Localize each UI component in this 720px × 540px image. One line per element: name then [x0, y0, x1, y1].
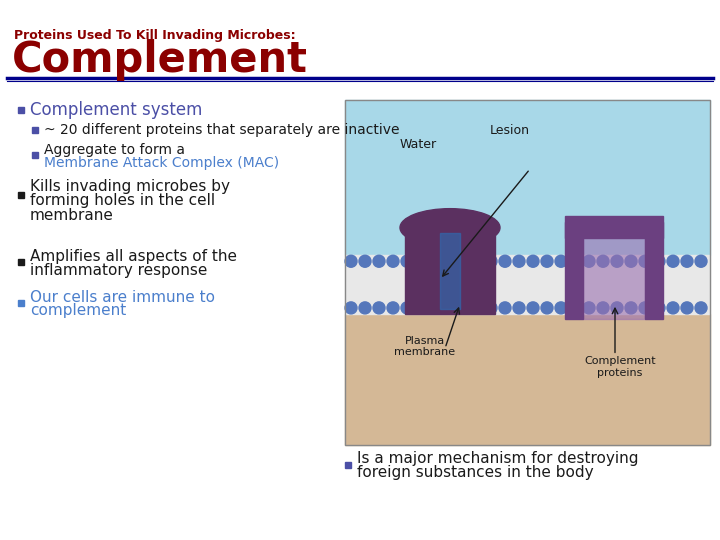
Text: Amplifies all aspects of the: Amplifies all aspects of the	[30, 248, 237, 264]
Bar	[32, 127, 38, 133]
Bar	[345, 314, 710, 445]
Circle shape	[541, 255, 553, 267]
Circle shape	[611, 255, 623, 267]
Circle shape	[499, 302, 511, 314]
Text: foreign substances in the body: foreign substances in the body	[357, 465, 593, 481]
Circle shape	[429, 302, 441, 314]
Circle shape	[653, 302, 665, 314]
Bar	[18, 192, 24, 198]
Circle shape	[359, 302, 371, 314]
Text: Complement system: Complement system	[30, 101, 202, 119]
Circle shape	[485, 302, 497, 314]
Circle shape	[401, 255, 413, 267]
Text: Membrane Attack Complex (MAC): Membrane Attack Complex (MAC)	[44, 156, 279, 170]
Circle shape	[639, 255, 651, 267]
Circle shape	[639, 302, 651, 314]
Circle shape	[569, 255, 581, 267]
Text: Complement: Complement	[12, 39, 308, 81]
Text: membrane: membrane	[30, 207, 114, 222]
Circle shape	[667, 302, 679, 314]
Circle shape	[345, 255, 357, 267]
Circle shape	[345, 302, 357, 314]
Circle shape	[387, 302, 399, 314]
Circle shape	[443, 302, 455, 314]
Circle shape	[695, 255, 707, 267]
Text: forming holes in the cell: forming holes in the cell	[30, 193, 215, 208]
Bar	[583, 222, 645, 319]
Circle shape	[387, 255, 399, 267]
Text: inflammatory response: inflammatory response	[30, 262, 207, 278]
Circle shape	[415, 255, 427, 267]
Bar	[345, 100, 710, 445]
Circle shape	[541, 302, 553, 314]
Circle shape	[485, 255, 497, 267]
Circle shape	[499, 255, 511, 267]
Circle shape	[597, 302, 609, 314]
Bar	[18, 259, 24, 265]
Text: Is a major mechanism for destroying: Is a major mechanism for destroying	[357, 451, 639, 467]
Circle shape	[625, 255, 637, 267]
Bar	[565, 216, 663, 238]
Text: Kills invading microbes by: Kills invading microbes by	[30, 179, 230, 194]
Circle shape	[583, 302, 595, 314]
Bar	[440, 233, 460, 309]
Circle shape	[555, 302, 567, 314]
Ellipse shape	[400, 208, 500, 247]
Bar	[345, 462, 351, 468]
Bar	[32, 152, 38, 158]
Text: complement: complement	[30, 303, 126, 319]
Circle shape	[667, 255, 679, 267]
Bar	[345, 100, 710, 255]
Bar	[565, 222, 583, 319]
Text: Aggregate to form a: Aggregate to form a	[44, 143, 189, 157]
Circle shape	[555, 255, 567, 267]
Circle shape	[359, 255, 371, 267]
Circle shape	[611, 302, 623, 314]
Circle shape	[513, 302, 525, 314]
Circle shape	[583, 255, 595, 267]
Circle shape	[401, 302, 413, 314]
Bar	[345, 255, 710, 314]
Circle shape	[681, 302, 693, 314]
Circle shape	[513, 255, 525, 267]
Circle shape	[443, 255, 455, 267]
Circle shape	[429, 255, 441, 267]
Bar	[405, 228, 495, 314]
Circle shape	[527, 255, 539, 267]
Text: Lesion: Lesion	[490, 125, 530, 138]
Circle shape	[457, 255, 469, 267]
Circle shape	[695, 302, 707, 314]
Bar	[18, 300, 24, 306]
Circle shape	[625, 302, 637, 314]
Circle shape	[527, 302, 539, 314]
Circle shape	[681, 255, 693, 267]
Circle shape	[457, 302, 469, 314]
Bar	[18, 107, 24, 113]
Circle shape	[569, 302, 581, 314]
Text: Plasma
membrane: Plasma membrane	[395, 336, 456, 357]
Text: Water: Water	[400, 138, 437, 151]
Circle shape	[471, 302, 483, 314]
Circle shape	[373, 302, 385, 314]
Bar	[645, 222, 663, 319]
Text: ~ 20 different proteins that separately are inactive: ~ 20 different proteins that separately …	[44, 123, 400, 137]
Circle shape	[415, 302, 427, 314]
Text: Our cells are immune to: Our cells are immune to	[30, 289, 215, 305]
Circle shape	[653, 255, 665, 267]
Circle shape	[373, 255, 385, 267]
Text: Proteins Used To Kill Invading Microbes:: Proteins Used To Kill Invading Microbes:	[14, 29, 296, 42]
Circle shape	[597, 255, 609, 267]
Text: Complement
proteins: Complement proteins	[584, 356, 656, 378]
Circle shape	[471, 255, 483, 267]
